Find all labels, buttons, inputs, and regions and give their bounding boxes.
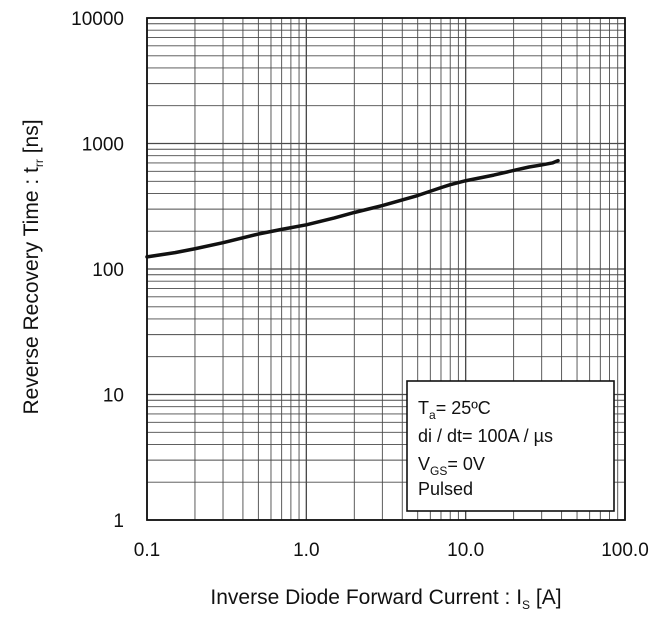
condition-di-dt: di / dt= 100A / µs [418, 426, 553, 446]
condition-pulsed: Pulsed [418, 479, 473, 499]
x-tick-label: 100.0 [601, 540, 649, 561]
data-series-line [145, 158, 560, 259]
x-tick-label: 0.1 [134, 540, 160, 561]
condition-ambient-temp: Ta= 25ºC [418, 398, 491, 422]
y-tick-label: 1 [113, 511, 124, 532]
y-tick-labels: 1 10 100 1000 10000 [71, 9, 124, 532]
plot-frame [146, 17, 626, 521]
x-tick-label: 1.0 [293, 540, 319, 561]
condition-vgs: VGS= 0V [418, 454, 485, 478]
x-tick-label: 10.0 [447, 540, 484, 561]
y-axis-label: Reverse Recovery Time : trr [ns] [20, 119, 46, 414]
test-conditions-box: Ta= 25ºC di / dt= 100A / µs VGS= 0V Puls… [406, 380, 615, 512]
y-tick-label: 1000 [82, 135, 124, 156]
conditions-box-frame [406, 380, 615, 512]
y-tick-label: 10000 [71, 9, 124, 30]
x-axis-label: Inverse Diode Forward Current : IS [A] [210, 586, 561, 612]
y-tick-label: 10 [103, 386, 124, 407]
y-tick-label: 100 [92, 260, 124, 281]
x-tick-labels: 0.1 1.0 10.0 100.0 [134, 540, 649, 561]
